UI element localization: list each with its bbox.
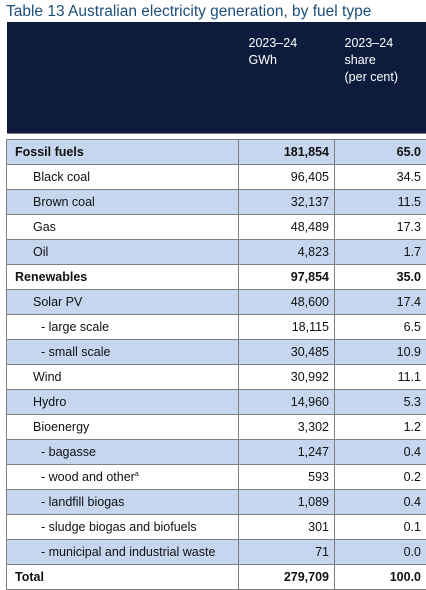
header-gwh-line1: 2023–24 xyxy=(249,35,335,52)
header-share-line3: (per cent) xyxy=(345,69,426,86)
row-label: Wind xyxy=(7,365,239,390)
row-label: - wood and other xyxy=(41,470,135,484)
table-row: Gas 48,489 17.3 xyxy=(7,215,426,240)
table-row: Wind 30,992 11.1 xyxy=(7,365,426,390)
row-gwh: 301 xyxy=(239,515,335,540)
row-share: 1.2 xyxy=(335,415,426,440)
row-share: 0.0 xyxy=(335,540,426,565)
header-gwh: 2023–24 GWh xyxy=(239,22,335,134)
row-share: 35.0 xyxy=(335,265,426,290)
row-label: Gas xyxy=(7,215,239,240)
header-fuel-type xyxy=(7,22,239,134)
row-gwh: 1,247 xyxy=(239,440,335,465)
row-label: Solar PV xyxy=(7,290,239,315)
table-row: - municipal and industrial waste 71 0.0 xyxy=(7,540,426,565)
row-share: 17.3 xyxy=(335,215,426,240)
row-share: 11.1 xyxy=(335,365,426,390)
table-row: Hydro 14,960 5.3 xyxy=(7,390,426,415)
total-gwh: 279,709 xyxy=(239,565,335,590)
row-label: Bioenergy xyxy=(7,415,239,440)
table-row: - large scale 18,115 6.5 xyxy=(7,315,426,340)
row-label: - landfill biogas xyxy=(7,490,239,515)
footnote-marker: a xyxy=(135,471,139,478)
row-share: 0.2 xyxy=(335,465,426,490)
table-row: - wood and othera 593 0.2 xyxy=(7,465,426,490)
row-gwh: 14,960 xyxy=(239,390,335,415)
table-row: Solar PV 48,600 17.4 xyxy=(7,290,426,315)
row-gwh: 4,823 xyxy=(239,240,335,265)
row-share: 0.1 xyxy=(335,515,426,540)
row-label: - municipal and industrial waste xyxy=(7,540,239,565)
row-gwh: 593 xyxy=(239,465,335,490)
row-gwh: 30,992 xyxy=(239,365,335,390)
header-share-line2: share xyxy=(345,52,426,69)
row-share: 6.5 xyxy=(335,315,426,340)
table-row: - bagasse 1,247 0.4 xyxy=(7,440,426,465)
row-gwh: 96,405 xyxy=(239,165,335,190)
table-row: - sludge biogas and biofuels 301 0.1 xyxy=(7,515,426,540)
row-label: - large scale xyxy=(7,315,239,340)
total-label: Total xyxy=(7,565,239,590)
table-row: Bioenergy 3,302 1.2 xyxy=(7,415,426,440)
row-gwh: 181,854 xyxy=(239,140,335,165)
header-share: 2023–24 share (per cent) xyxy=(335,22,426,134)
row-gwh: 48,600 xyxy=(239,290,335,315)
table-title: Table 13 Australian electricity generati… xyxy=(6,2,426,22)
row-share: 65.0 xyxy=(335,140,426,165)
row-share: 5.3 xyxy=(335,390,426,415)
total-share: 100.0 xyxy=(335,565,426,590)
row-share: 10.9 xyxy=(335,340,426,365)
table-row: Oil 4,823 1.7 xyxy=(7,240,426,265)
row-gwh: 30,485 xyxy=(239,340,335,365)
electricity-generation-table: 2023–24 GWh 2023–24 share (per cent) Fos… xyxy=(6,22,426,590)
row-label: - bagasse xyxy=(7,440,239,465)
row-label: Renewables xyxy=(7,265,239,290)
row-share: 0.4 xyxy=(335,440,426,465)
row-label-cell: - wood and othera xyxy=(7,465,239,490)
header-share-line1: 2023–24 xyxy=(345,35,426,52)
row-label: Fossil fuels xyxy=(7,140,239,165)
row-gwh: 3,302 xyxy=(239,415,335,440)
row-label: Brown coal xyxy=(7,190,239,215)
table-row: Brown coal 32,137 11.5 xyxy=(7,190,426,215)
row-share: 34.5 xyxy=(335,165,426,190)
row-gwh: 32,137 xyxy=(239,190,335,215)
row-label: Hydro xyxy=(7,390,239,415)
row-share: 11.5 xyxy=(335,190,426,215)
table-row: Renewables 97,854 35.0 xyxy=(7,265,426,290)
total-row: Total 279,709 100.0 xyxy=(7,565,426,590)
table-row: - small scale 30,485 10.9 xyxy=(7,340,426,365)
row-share: 0.4 xyxy=(335,490,426,515)
row-gwh: 48,489 xyxy=(239,215,335,240)
row-label: - small scale xyxy=(7,340,239,365)
row-share: 17.4 xyxy=(335,290,426,315)
row-gwh: 18,115 xyxy=(239,315,335,340)
row-share: 1.7 xyxy=(335,240,426,265)
header-row: 2023–24 GWh 2023–24 share (per cent) xyxy=(7,22,426,134)
row-label: - sludge biogas and biofuels xyxy=(7,515,239,540)
table-row: Black coal 96,405 34.5 xyxy=(7,165,426,190)
row-gwh: 1,089 xyxy=(239,490,335,515)
row-gwh: 71 xyxy=(239,540,335,565)
row-label: Oil xyxy=(7,240,239,265)
row-gwh: 97,854 xyxy=(239,265,335,290)
header-gwh-line2: GWh xyxy=(249,52,335,69)
row-label: Black coal xyxy=(7,165,239,190)
table-row: Fossil fuels 181,854 65.0 xyxy=(7,140,426,165)
table-row: - landfill biogas 1,089 0.4 xyxy=(7,490,426,515)
